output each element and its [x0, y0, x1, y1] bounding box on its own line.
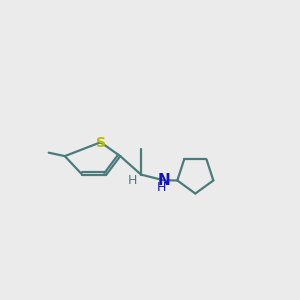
Text: N: N: [158, 173, 170, 188]
Text: H: H: [157, 181, 167, 194]
Text: S: S: [96, 136, 106, 150]
Text: H: H: [128, 174, 137, 187]
